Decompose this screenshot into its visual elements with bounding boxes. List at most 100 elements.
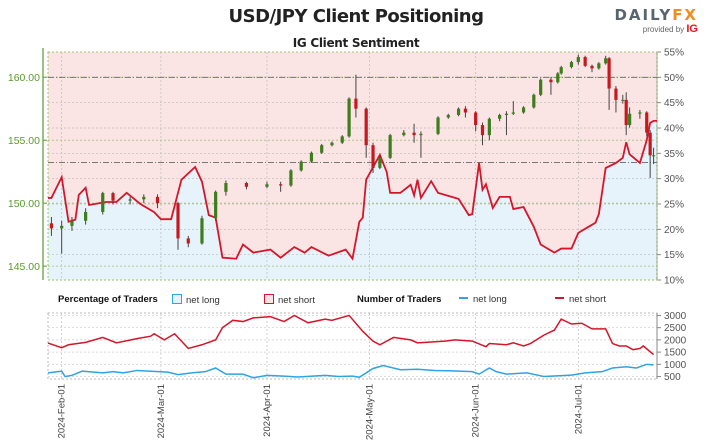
candle-body <box>590 65 594 69</box>
net-long-area <box>48 120 657 280</box>
pct-tick-label: 45% <box>664 98 684 109</box>
candle-body <box>487 118 491 136</box>
chart-title: USD/JPY Client Positioning <box>228 6 485 27</box>
candle-body <box>576 57 580 63</box>
candle-body <box>224 183 228 192</box>
candle-body <box>347 98 351 137</box>
candle-body <box>539 79 543 95</box>
candle-body <box>645 112 649 133</box>
price-tick-label: 150.00 <box>8 198 40 210</box>
candle-body <box>521 107 526 113</box>
lower-plot-border <box>47 312 658 380</box>
pct-tick-label: 35% <box>664 149 684 160</box>
candle-body <box>412 132 416 136</box>
candle-body <box>340 136 344 143</box>
net-long-swatch-icon <box>172 294 182 304</box>
candle-body <box>498 114 502 119</box>
candle-body <box>583 57 587 66</box>
date-tick-label: 2024-Jul-01 <box>573 384 584 434</box>
candle-body <box>648 132 652 156</box>
candle-body <box>111 193 115 201</box>
candle-body <box>60 225 64 229</box>
candle-body <box>638 112 642 114</box>
candle-body <box>289 170 293 186</box>
date-tick-label: 2024-Jun-01 <box>471 384 482 437</box>
legend-pct-net-short: net short <box>264 294 315 306</box>
chart-subtitle: IG Client Sentiment <box>292 36 420 50</box>
candle-body <box>607 58 611 89</box>
candle-body <box>101 193 105 212</box>
candle-body <box>463 108 468 113</box>
candle-body <box>504 113 509 115</box>
candle-body <box>569 62 574 68</box>
pct-tick-label: 50% <box>664 73 684 84</box>
price-tick-label: 155.00 <box>8 135 40 147</box>
candle-body <box>388 135 392 158</box>
legend-num-title: Number of Traders <box>357 294 442 305</box>
pct-tick-label: 15% <box>664 250 684 261</box>
candle-body <box>299 161 303 171</box>
candle-body <box>378 157 382 168</box>
dailyfx-logo: DAILYFX provided by IG <box>614 6 698 35</box>
net-long-line-icon <box>459 297 468 299</box>
logo-provided-by: provided by <box>642 25 685 34</box>
date-tick-label: 2024-Feb-01 <box>57 384 68 438</box>
net-long-pct-line <box>48 120 657 261</box>
candle-body <box>624 99 628 126</box>
count-tick-label: 2000 <box>664 335 687 346</box>
net-short-swatch-icon <box>264 294 274 304</box>
candle-body <box>279 184 283 186</box>
candle-body <box>244 183 249 187</box>
candle-body <box>419 133 423 136</box>
price-tick-label: 160.00 <box>8 72 40 84</box>
price-tick-label: 145.00 <box>8 261 40 273</box>
candle-body <box>511 112 515 114</box>
candle-body <box>265 184 269 187</box>
net-short-line-icon <box>555 297 564 299</box>
count-tick-label: 500 <box>664 372 681 383</box>
candle-body <box>456 108 461 115</box>
plot-border <box>47 51 658 281</box>
candle-body <box>480 125 485 136</box>
candle-body <box>142 196 146 200</box>
candle-body <box>597 63 601 69</box>
legend-pct-net-long: net long <box>172 294 220 306</box>
candle-body <box>371 145 375 168</box>
date-tick-label: 2024-Mar-01 <box>156 384 167 438</box>
candle-body <box>556 73 560 83</box>
legend-num-net-long: net long <box>459 294 507 305</box>
candle-body <box>354 98 358 109</box>
candle-body <box>330 142 334 146</box>
candle-body <box>532 94 536 108</box>
candle-body <box>604 58 608 64</box>
count-tick-label: 1500 <box>664 348 687 359</box>
candle-body <box>176 203 180 239</box>
pct-tick-label: 30% <box>664 174 684 185</box>
candle-body <box>309 152 314 162</box>
candle-body <box>128 199 132 201</box>
count-tick-label: 3000 <box>664 311 687 322</box>
candle-body <box>651 155 656 157</box>
pct-tick-label: 20% <box>664 225 684 236</box>
count-tick-label: 1000 <box>664 360 687 371</box>
date-tick-label: 2024-May-01 <box>365 384 376 440</box>
candle-body <box>559 67 563 74</box>
candle-body <box>49 223 54 229</box>
candle-body <box>320 145 324 153</box>
candle-body <box>549 79 553 83</box>
candle-body <box>628 113 632 126</box>
logo-text: DAILY <box>614 6 673 24</box>
candle-body <box>200 218 204 244</box>
net-long-count-line <box>47 363 654 379</box>
candle-body <box>70 220 74 226</box>
count-tick-label: 2500 <box>664 323 687 334</box>
legend-pct-title: Percentage of Traders <box>58 294 158 305</box>
pct-tick-label: 10% <box>664 276 684 287</box>
candle-body <box>474 112 478 126</box>
candle-body <box>214 191 218 219</box>
net-short-count-line <box>47 314 655 356</box>
logo-ig: IG <box>686 23 698 35</box>
candle-body <box>155 196 160 204</box>
